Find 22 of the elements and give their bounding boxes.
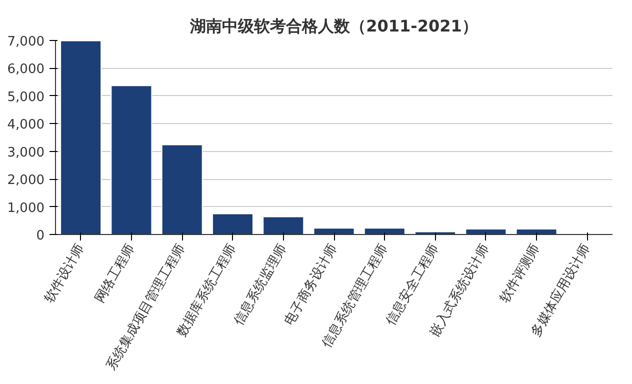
bar bbox=[414, 231, 456, 234]
y-tick-label: 3,000 bbox=[7, 145, 44, 160]
bar bbox=[516, 228, 558, 234]
y-tick-label: 0 bbox=[36, 228, 45, 244]
y-tick-label: 1,000 bbox=[7, 200, 44, 216]
bar bbox=[313, 228, 355, 234]
bar bbox=[212, 213, 254, 234]
y-tick-label: 6,000 bbox=[7, 62, 44, 78]
bar bbox=[161, 144, 203, 234]
x-tick-label: 网络工程师 bbox=[92, 242, 138, 306]
bar bbox=[110, 85, 152, 234]
chart-title: 湖南中级软考合格人数（2011-2021） bbox=[189, 16, 478, 36]
y-tick-label: 7,000 bbox=[7, 34, 44, 50]
y-tick-label: 2,000 bbox=[7, 173, 44, 188]
y-tick-label: 4,000 bbox=[7, 118, 44, 133]
x-tick-label: 软件评测师 bbox=[498, 242, 544, 306]
bar bbox=[262, 216, 304, 234]
x-tick-label: 软件设计师 bbox=[42, 242, 88, 306]
y-tick-label: 5,000 bbox=[7, 90, 44, 105]
bar bbox=[465, 228, 507, 234]
bar bbox=[60, 40, 102, 234]
bar bbox=[364, 228, 406, 234]
